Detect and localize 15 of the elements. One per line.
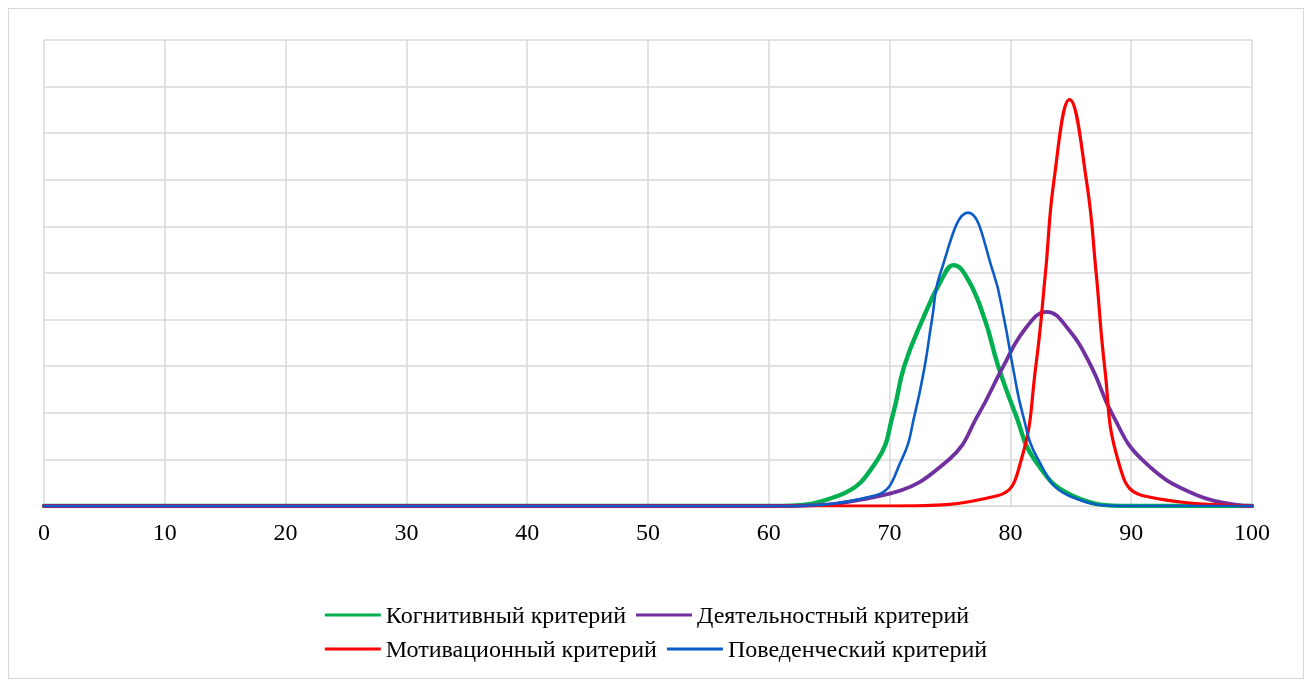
x-tick-label: 100 <box>1234 519 1270 545</box>
legend-label: Поведенческий критерий <box>727 636 988 662</box>
x-tick-label: 90 <box>1119 519 1144 545</box>
legend-label: Мотивационный критерий <box>385 636 658 662</box>
legend-label: Деятельностный критерий <box>696 602 970 628</box>
x-tick-label: 30 <box>394 519 419 545</box>
x-tick-label: 10 <box>152 519 177 545</box>
x-tick-label: 40 <box>515 519 540 545</box>
x-tick-label: 20 <box>273 519 298 545</box>
x-tick-label: 70 <box>877 519 902 545</box>
legend-label: Когнитивный критерий <box>385 602 627 628</box>
x-tick-label: 50 <box>636 519 660 545</box>
x-tick-label: 0 <box>38 519 50 545</box>
x-tick-label: 80 <box>998 519 1023 545</box>
x-tick-label: 60 <box>756 519 781 545</box>
